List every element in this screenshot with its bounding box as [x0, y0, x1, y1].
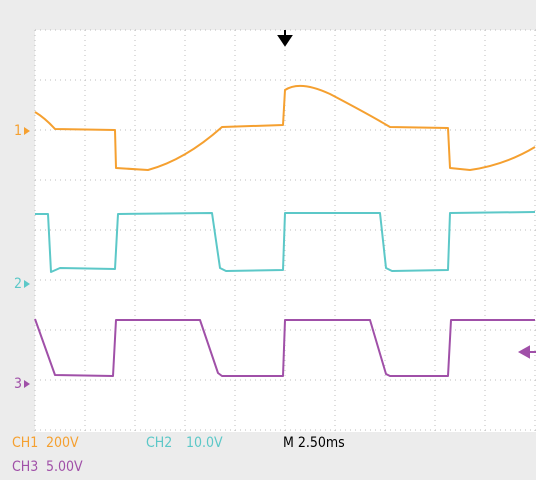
channel-scale: 10.0V	[186, 435, 223, 451]
ch1-trace	[34, 84, 536, 171]
marker-arrow	[24, 380, 30, 388]
marker-arrow	[24, 127, 30, 135]
trace-marker: 1	[14, 123, 22, 139]
trigger-level-arrow	[517, 345, 536, 359]
channel-scale: 5.00V	[46, 459, 83, 475]
marker-arrow	[24, 280, 30, 288]
trigger-position-arrow	[277, 30, 293, 47]
trace-marker: 2	[14, 276, 22, 292]
channel-name: CH1	[12, 435, 38, 451]
ch2-trace	[35, 211, 536, 273]
timebase: M 2.50ms	[283, 435, 345, 451]
channel-name: CH2	[146, 435, 172, 451]
channel-name: CH3	[12, 459, 38, 475]
channel-scale: 200V	[46, 435, 79, 451]
trace-marker: 3	[14, 376, 22, 392]
ch3-trace	[34, 318, 535, 377]
